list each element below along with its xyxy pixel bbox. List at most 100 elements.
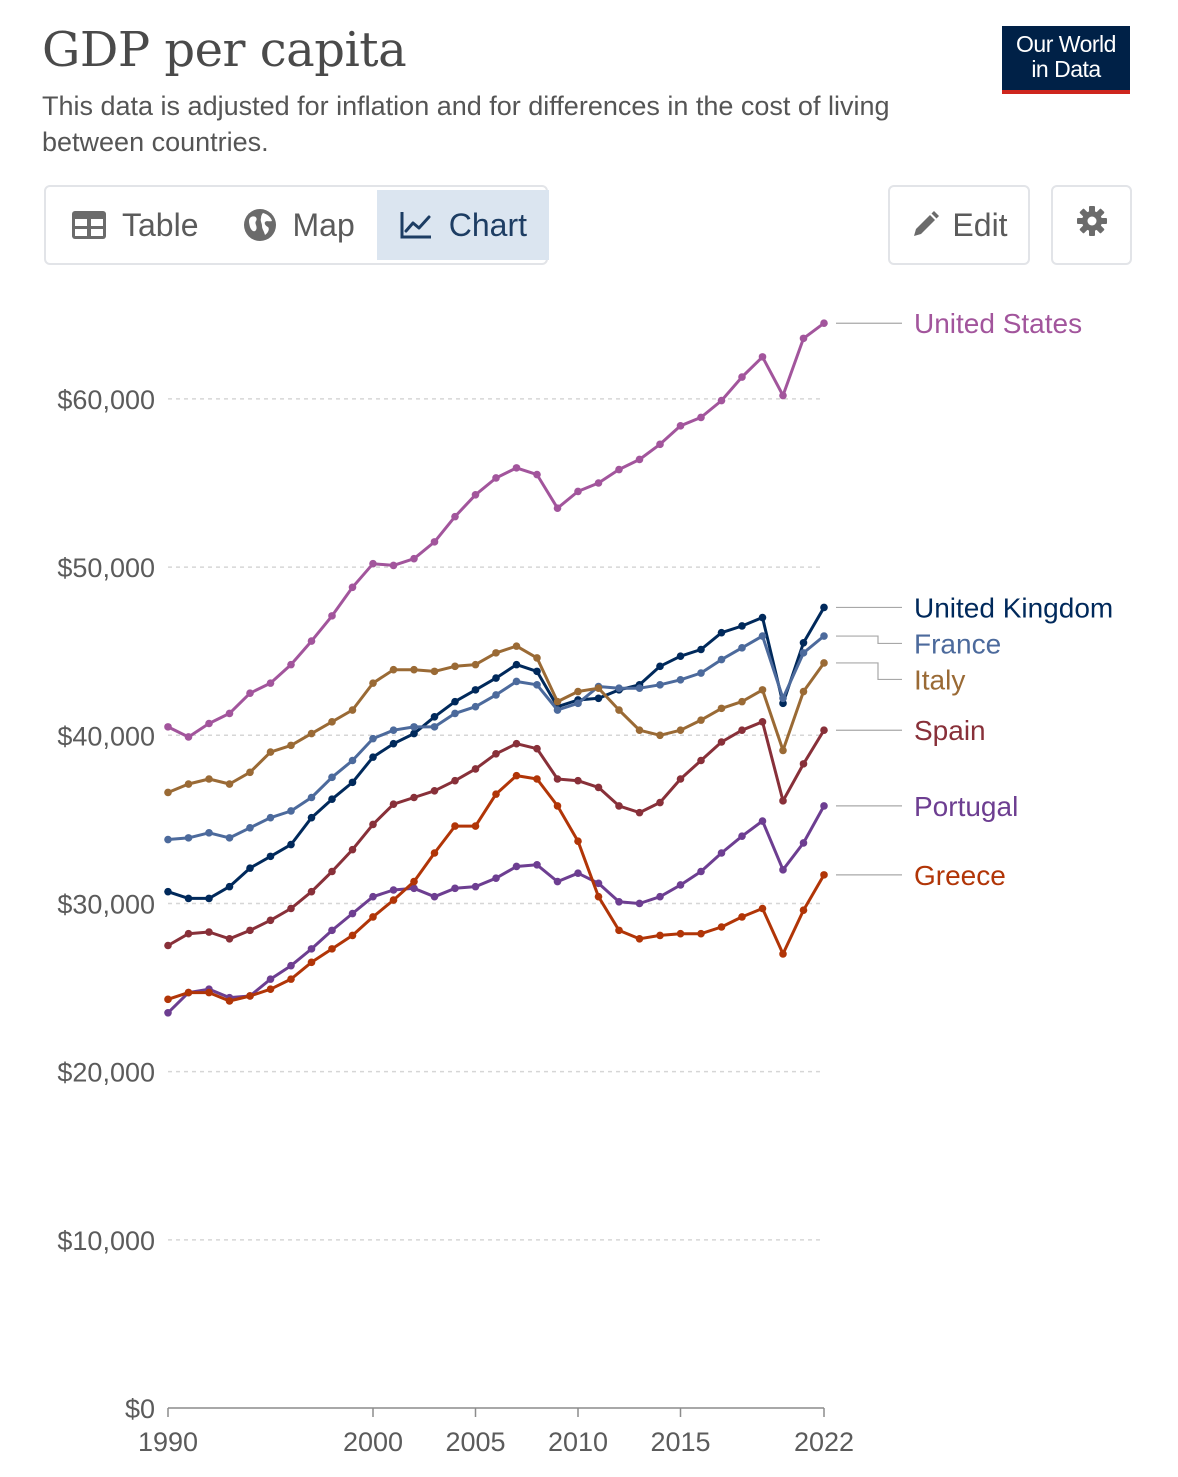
data-point[interactable] [512, 862, 521, 871]
data-point[interactable] [697, 716, 705, 724]
tab-map[interactable]: Map [221, 190, 377, 260]
data-point[interactable] [656, 662, 664, 671]
data-point[interactable] [676, 929, 685, 938]
data-point[interactable] [287, 660, 295, 669]
data-point[interactable] [615, 897, 623, 906]
data-point[interactable] [451, 822, 459, 830]
legend-label[interactable]: United Kingdom [914, 592, 1113, 623]
data-point[interactable] [656, 681, 664, 689]
data-point[interactable] [348, 909, 357, 918]
data-point[interactable] [410, 877, 418, 886]
data-point[interactable] [553, 775, 562, 783]
data-point[interactable] [758, 718, 767, 726]
data-point[interactable] [533, 744, 541, 753]
data-point[interactable] [574, 687, 582, 696]
data-point[interactable] [348, 931, 357, 940]
data-point[interactable] [533, 667, 541, 676]
data-point[interactable] [164, 887, 172, 896]
data-point[interactable] [307, 637, 316, 645]
data-point[interactable] [164, 1008, 172, 1017]
data-point[interactable] [779, 746, 787, 755]
data-point[interactable] [779, 950, 787, 958]
data-point[interactable] [553, 877, 562, 886]
data-point[interactable] [348, 583, 357, 592]
data-point[interactable] [656, 892, 664, 901]
data-point[interactable] [246, 689, 254, 698]
data-point[interactable] [738, 697, 746, 706]
data-point[interactable] [205, 928, 213, 936]
data-point[interactable] [205, 829, 213, 837]
data-point[interactable] [369, 753, 377, 761]
data-point[interactable] [471, 702, 480, 711]
series-line[interactable] [166, 774, 826, 1003]
data-point[interactable] [328, 612, 336, 620]
data-point[interactable] [389, 739, 398, 748]
data-point[interactable] [430, 723, 439, 731]
data-point[interactable] [328, 926, 336, 935]
data-point[interactable] [594, 783, 603, 792]
data-point[interactable] [410, 793, 418, 802]
data-point[interactable] [574, 487, 582, 496]
data-point[interactable] [676, 652, 685, 661]
data-point[interactable] [492, 691, 500, 699]
data-point[interactable] [594, 694, 603, 703]
data-point[interactable] [287, 975, 295, 983]
data-point[interactable] [717, 923, 726, 931]
data-point[interactable] [328, 867, 336, 876]
data-point[interactable] [266, 985, 275, 994]
settings-button[interactable] [1051, 185, 1132, 265]
data-point[interactable] [205, 894, 213, 903]
data-point[interactable] [369, 679, 377, 687]
data-point[interactable] [492, 474, 500, 482]
data-point[interactable] [430, 712, 439, 721]
data-point[interactable] [697, 669, 705, 677]
data-point[interactable] [246, 926, 254, 935]
data-point[interactable] [615, 684, 623, 692]
data-point[interactable] [738, 726, 746, 735]
data-point[interactable] [389, 726, 398, 735]
series-line[interactable] [166, 634, 826, 841]
data-point[interactable] [656, 440, 664, 449]
data-point[interactable] [348, 845, 357, 854]
data-point[interactable] [615, 706, 623, 714]
owid-logo[interactable]: Our World in Data [1002, 26, 1130, 94]
data-point[interactable] [553, 706, 562, 714]
edit-button[interactable]: Edit [888, 185, 1030, 265]
data-point[interactable] [184, 894, 193, 903]
data-point[interactable] [369, 734, 377, 743]
data-point[interactable] [389, 896, 398, 904]
data-point[interactable] [635, 726, 644, 735]
data-point[interactable] [656, 931, 664, 940]
data-point[interactable] [574, 699, 582, 708]
data-point[interactable] [225, 882, 234, 891]
data-point[interactable] [471, 686, 480, 694]
data-point[interactable] [533, 470, 541, 479]
data-point[interactable] [820, 632, 828, 640]
data-point[interactable] [676, 675, 685, 684]
data-point[interactable] [184, 834, 193, 842]
data-point[interactable] [184, 780, 193, 788]
data-point[interactable] [307, 958, 316, 967]
data-point[interactable] [225, 780, 234, 788]
data-point[interactable] [225, 934, 234, 943]
data-point[interactable] [328, 718, 336, 726]
data-point[interactable] [492, 749, 500, 758]
data-point[interactable] [779, 797, 787, 805]
data-point[interactable] [164, 788, 172, 797]
data-point[interactable] [307, 887, 316, 896]
data-point[interactable] [533, 654, 541, 662]
data-point[interactable] [492, 874, 500, 883]
data-point[interactable] [758, 817, 767, 825]
data-point[interactable] [451, 697, 459, 706]
data-point[interactable] [389, 886, 398, 894]
data-point[interactable] [758, 613, 767, 622]
data-point[interactable] [266, 916, 275, 925]
data-point[interactable] [225, 709, 234, 718]
data-point[interactable] [615, 926, 623, 935]
data-point[interactable] [389, 800, 398, 809]
data-point[interactable] [717, 849, 726, 857]
data-point[interactable] [430, 892, 439, 901]
data-point[interactable] [799, 334, 808, 343]
legend-label[interactable]: United States [914, 308, 1082, 339]
data-point[interactable] [246, 768, 254, 777]
